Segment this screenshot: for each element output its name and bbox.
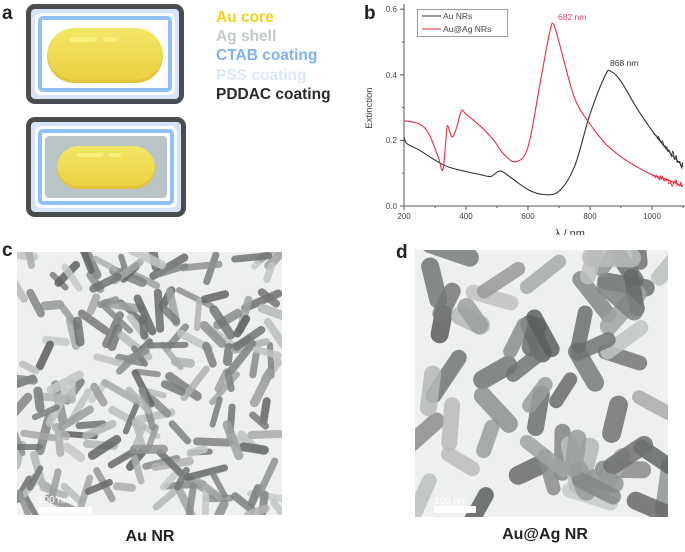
nanorod xyxy=(516,251,569,298)
chart-series xyxy=(403,22,684,196)
svg-text:600: 600 xyxy=(521,212,535,221)
panel-label-a: a xyxy=(2,3,13,24)
x-axis xyxy=(403,205,685,210)
panel-label-b: b xyxy=(364,3,376,24)
y-axis xyxy=(400,4,405,207)
au-nanorod-schematic xyxy=(26,4,184,104)
peak-annotation-868: 868 nm xyxy=(610,58,638,68)
scalebar-d xyxy=(434,506,476,513)
nanorod xyxy=(246,430,282,440)
svg-text:200: 200 xyxy=(397,212,411,221)
scalebar-c xyxy=(38,507,92,514)
y-tick-labels: 0.6 0.4 0.2 0.0 xyxy=(386,5,398,211)
scalebar-label-d: 100 nm xyxy=(434,496,468,507)
x-tick-labels: 200 400 600 800 1000 xyxy=(397,212,661,221)
panel-label-d: d xyxy=(396,242,408,263)
chart-legend: Au NRs Au@Ag NRs xyxy=(417,9,508,37)
legend-au-core: Au core xyxy=(216,9,274,26)
x-axis-label: λ / nm xyxy=(555,228,585,235)
caption-au-nr: Au NR xyxy=(125,528,175,545)
nanorod xyxy=(629,388,668,424)
tem-image-au-nr xyxy=(17,252,282,515)
svg-text:0.0: 0.0 xyxy=(386,202,398,211)
legend-au-nrs: Au NRs xyxy=(443,11,472,21)
nanorod xyxy=(418,364,443,418)
series-noise xyxy=(651,130,684,170)
nanorod xyxy=(129,445,168,455)
legend-ag-shell: Ag shell xyxy=(216,28,277,46)
nanorod xyxy=(170,356,196,368)
nanorod xyxy=(440,396,461,452)
scalebar-label-c: 100 nm xyxy=(38,495,72,506)
tem-image-au-ag-nr xyxy=(415,250,668,517)
nanorod xyxy=(184,443,209,458)
series-au-nrs xyxy=(403,69,684,196)
nanorod xyxy=(199,289,230,305)
au-core xyxy=(57,146,155,189)
svg-text:400: 400 xyxy=(459,212,473,221)
schematic-legend: Au core Ag shell CTAB coating PSS coatin… xyxy=(216,8,331,104)
nanorod xyxy=(112,481,136,493)
series-au-ag-nrs xyxy=(403,22,684,187)
panel-label-c: c xyxy=(2,240,13,261)
svg-text:800: 800 xyxy=(583,212,597,221)
legend-pddac-coating: PDDAC coating xyxy=(216,85,331,103)
series-noise xyxy=(651,174,683,188)
au-ag-nanorod-schematic xyxy=(26,117,186,217)
peak-annotation-682: 682 nm xyxy=(558,12,586,22)
legend-ctab-coating: CTAB coating xyxy=(216,47,318,65)
nanorod xyxy=(183,463,229,482)
nanorod xyxy=(17,421,27,458)
svg-text:1000: 1000 xyxy=(643,212,661,221)
nanorod xyxy=(146,341,189,349)
nanorod xyxy=(153,288,165,334)
nanorod xyxy=(581,250,641,268)
svg-text:0.6: 0.6 xyxy=(386,5,398,14)
svg-text:0.4: 0.4 xyxy=(386,71,398,80)
legend-au-ag-nrs: Au@Ag NRs xyxy=(443,24,491,34)
nanorod xyxy=(546,369,580,412)
y-axis-label: Extinction xyxy=(364,87,375,128)
nanorod xyxy=(600,393,631,445)
nanorod xyxy=(167,418,193,446)
au-core xyxy=(47,28,163,83)
nanorod xyxy=(17,272,30,305)
legend-pss-coating: PSS coating xyxy=(216,66,307,84)
caption-au-ag-nr: Au@Ag NR xyxy=(502,526,588,543)
nanorod xyxy=(17,443,43,451)
nanorod xyxy=(248,350,261,380)
svg-text:0.2: 0.2 xyxy=(386,136,398,145)
extinction-spectrum-chart: 0.6 0.4 0.2 0.0 200 400 600 800 1000 λ /… xyxy=(364,4,685,235)
